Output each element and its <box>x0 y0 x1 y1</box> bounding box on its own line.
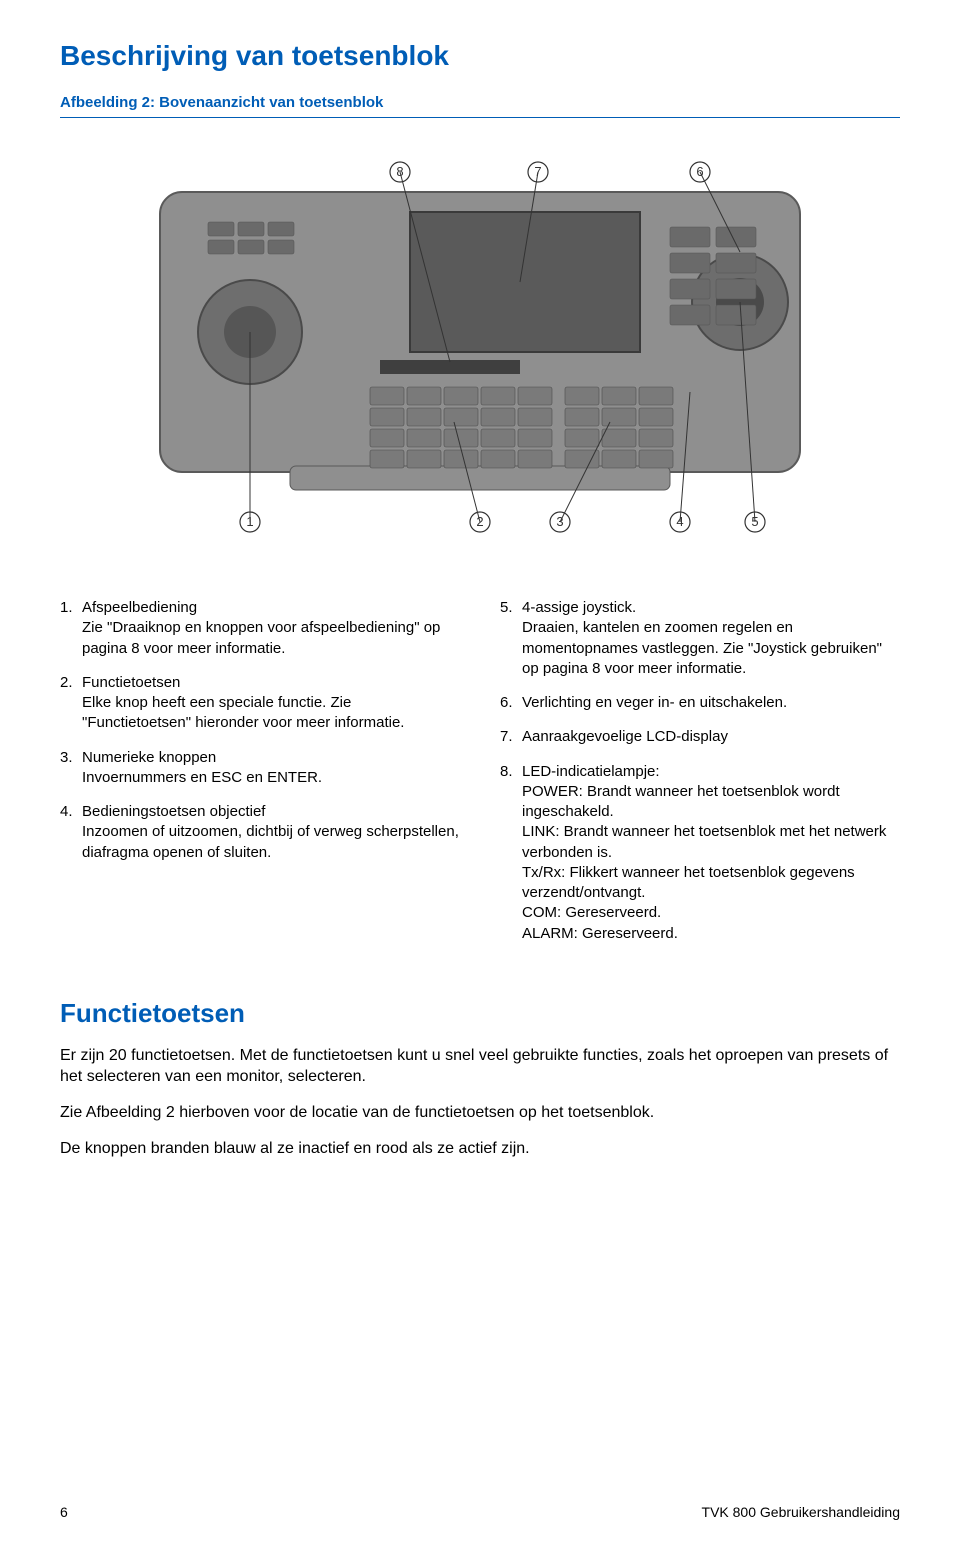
numeric-key <box>639 450 673 468</box>
body-paragraph: Er zijn 20 functietoetsen. Met de functi… <box>60 1045 900 1088</box>
keypad-diagram: 8 7 6 1 2 3 4 5 <box>60 132 900 562</box>
function-key <box>407 387 441 405</box>
lens-button <box>670 279 710 299</box>
function-key <box>407 450 441 468</box>
numeric-key <box>602 429 636 447</box>
numeric-key <box>639 387 673 405</box>
function-key <box>518 429 552 447</box>
list-item-number: 5. <box>500 598 522 679</box>
keypad-svg: 8 7 6 1 2 3 4 5 <box>100 132 860 562</box>
numeric-key <box>639 429 673 447</box>
lens-button <box>716 253 756 273</box>
column-right: 5.4-assige joystick. Draaien, kantelen e… <box>500 598 900 958</box>
function-key <box>481 387 515 405</box>
numeric-key <box>602 408 636 426</box>
section-title-functietoetsen: Functietoetsen <box>60 998 900 1029</box>
lens-button <box>716 279 756 299</box>
list-item: 3.Numerieke knoppen Invoernummers en ESC… <box>60 748 460 789</box>
list-item: 2.Functietoetsen Elke knop heeft een spe… <box>60 673 460 734</box>
column-left: 1.Afspeelbediening Zie "Draaiknop en kno… <box>60 598 460 958</box>
playback-button <box>238 222 264 236</box>
function-key <box>370 387 404 405</box>
function-key <box>481 429 515 447</box>
numeric-key <box>565 429 599 447</box>
function-key <box>518 387 552 405</box>
list-item: 1.Afspeelbediening Zie "Draaiknop en kno… <box>60 598 460 659</box>
function-key <box>444 450 478 468</box>
numeric-key <box>565 408 599 426</box>
function-key <box>370 429 404 447</box>
lens-button <box>670 227 710 247</box>
page-title: Beschrijving van toetsenblok <box>60 40 900 72</box>
list-item: 7.Aanraakgevoelige LCD-display <box>500 727 900 747</box>
led-panel <box>380 360 520 374</box>
numeric-key <box>602 387 636 405</box>
function-key <box>444 387 478 405</box>
callout-number: 3 <box>556 514 563 529</box>
function-key <box>518 408 552 426</box>
figure-caption: Afbeelding 2: Bovenaanzicht van toetsenb… <box>60 94 900 111</box>
list-item-number: 7. <box>500 727 522 747</box>
description-columns: 1.Afspeelbediening Zie "Draaiknop en kno… <box>60 598 900 958</box>
list-item-text: Numerieke knoppen Invoernummers en ESC e… <box>82 748 460 789</box>
callout-number: 2 <box>476 514 483 529</box>
callout-number: 4 <box>676 514 683 529</box>
function-key <box>444 429 478 447</box>
callout-number: 7 <box>534 164 541 179</box>
list-item-text: Verlichting en veger in- en uitschakelen… <box>522 693 900 713</box>
list-item-number: 4. <box>60 802 82 863</box>
function-key <box>444 408 478 426</box>
list-item-number: 6. <box>500 693 522 713</box>
lens-button <box>670 305 710 325</box>
list-item-text: 4-assige joystick. Draaien, kantelen en … <box>522 598 900 679</box>
list-item-number: 1. <box>60 598 82 659</box>
list-item-number: 8. <box>500 762 522 944</box>
callout-number: 8 <box>396 164 403 179</box>
lens-button <box>716 305 756 325</box>
footer-page-number: 6 <box>60 1504 68 1520</box>
lens-button <box>670 253 710 273</box>
function-key <box>407 408 441 426</box>
list-item: 6.Verlichting en veger in- en uitschakel… <box>500 693 900 713</box>
callout-number: 1 <box>246 514 253 529</box>
function-key <box>481 408 515 426</box>
function-key <box>370 450 404 468</box>
list-item-number: 2. <box>60 673 82 734</box>
playback-button <box>268 240 294 254</box>
list-item: 8.LED-indicatielampje: POWER: Brandt wan… <box>500 762 900 944</box>
playback-button <box>208 222 234 236</box>
list-item-text: Functietoetsen Elke knop heeft een speci… <box>82 673 460 734</box>
function-key <box>481 450 515 468</box>
footer-doc-title: TVK 800 Gebruikershandleiding <box>702 1504 900 1520</box>
list-item-text: Bedieningstoetsen objectief Inzoomen of … <box>82 802 460 863</box>
list-item: 5.4-assige joystick. Draaien, kantelen e… <box>500 598 900 679</box>
divider <box>60 117 900 118</box>
body-paragraph: De knoppen branden blauw al ze inactief … <box>60 1138 900 1160</box>
function-key <box>370 408 404 426</box>
numeric-key <box>639 408 673 426</box>
list-item-text: LED-indicatielampje: POWER: Brandt wanne… <box>522 762 900 944</box>
playback-button <box>238 240 264 254</box>
body-paragraph: Zie Afbeelding 2 hierboven voor de locat… <box>60 1102 900 1124</box>
playback-button <box>268 222 294 236</box>
numeric-key <box>602 450 636 468</box>
playback-button <box>208 240 234 254</box>
list-item-number: 3. <box>60 748 82 789</box>
keypad-lip <box>290 466 670 490</box>
list-item-text: Afspeelbediening Zie "Draaiknop en knopp… <box>82 598 460 659</box>
numeric-key <box>565 387 599 405</box>
list-item: 4.Bedieningstoetsen objectief Inzoomen o… <box>60 802 460 863</box>
numeric-key <box>565 450 599 468</box>
lcd-screen <box>410 212 640 352</box>
callout-number: 5 <box>751 514 758 529</box>
page-footer: 6 TVK 800 Gebruikershandleiding <box>60 1504 900 1520</box>
function-key <box>518 450 552 468</box>
function-key <box>407 429 441 447</box>
list-item-text: Aanraakgevoelige LCD-display <box>522 727 900 747</box>
callout-number: 6 <box>696 164 703 179</box>
